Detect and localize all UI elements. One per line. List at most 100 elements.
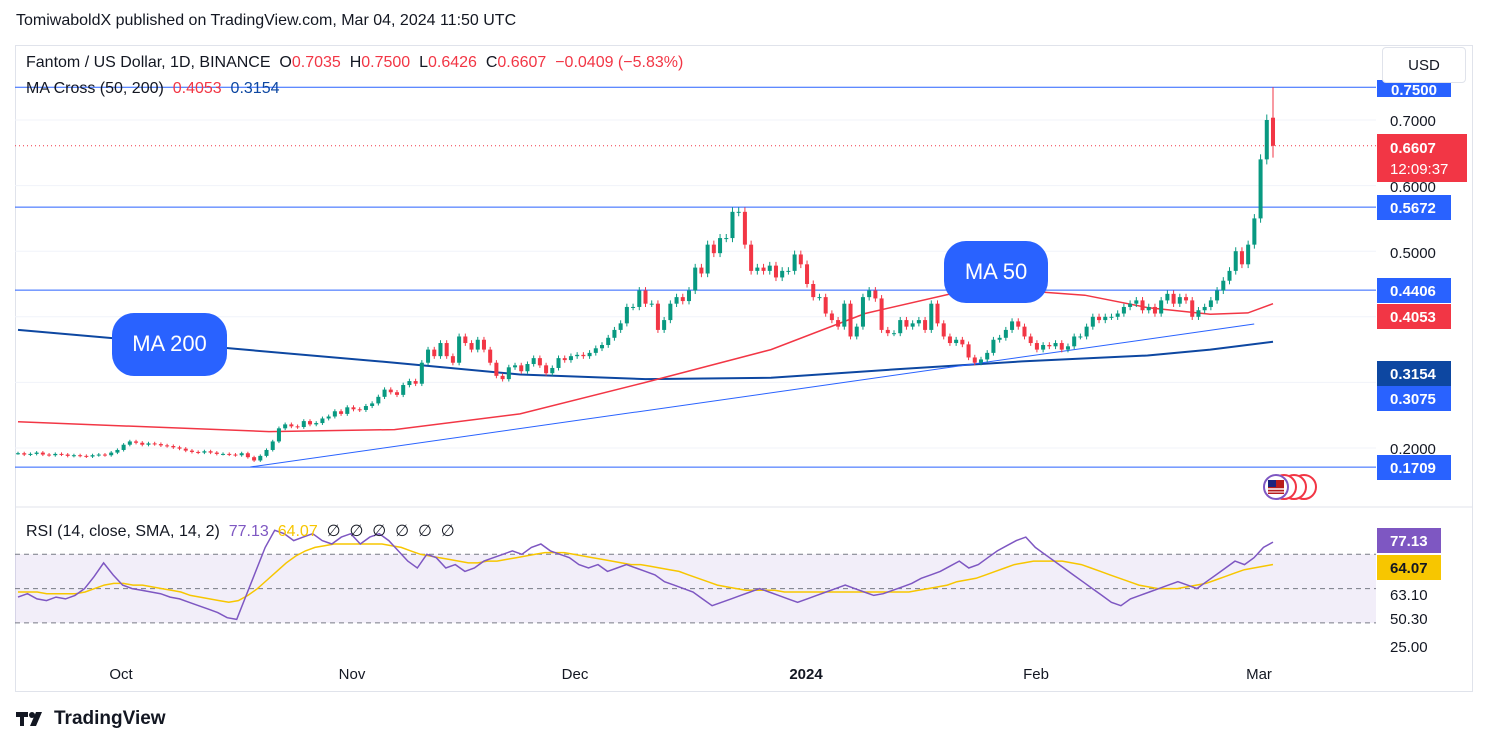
candle bbox=[165, 443, 170, 448]
ma200-callout[interactable]: MA 200 bbox=[112, 313, 227, 376]
candle bbox=[643, 287, 648, 307]
candle bbox=[1109, 313, 1114, 320]
candle bbox=[1128, 300, 1133, 311]
empty-value-4: ∅ bbox=[395, 523, 410, 540]
candle bbox=[811, 280, 816, 301]
candle bbox=[177, 445, 182, 451]
candle bbox=[1034, 340, 1039, 353]
svg-text:64.07: 64.07 bbox=[1390, 560, 1428, 577]
candle bbox=[655, 300, 660, 333]
candle bbox=[34, 451, 39, 456]
candle bbox=[382, 387, 387, 400]
candle bbox=[867, 287, 872, 301]
candle bbox=[1264, 114, 1269, 165]
candle bbox=[506, 364, 511, 382]
candle bbox=[239, 451, 244, 457]
candle bbox=[960, 336, 965, 348]
candle bbox=[457, 333, 462, 366]
svg-text:0.5672: 0.5672 bbox=[1390, 200, 1436, 217]
svg-text:0.3075: 0.3075 bbox=[1390, 391, 1436, 408]
candle bbox=[1146, 303, 1151, 314]
candle bbox=[1184, 293, 1189, 304]
candle bbox=[363, 403, 368, 412]
economic-events-icon[interactable] bbox=[1263, 474, 1317, 500]
candle bbox=[724, 233, 729, 243]
footer-brand[interactable]: TradingView bbox=[16, 708, 166, 730]
candle bbox=[755, 263, 760, 275]
candle bbox=[904, 316, 909, 330]
candle bbox=[674, 293, 679, 307]
badge-ma50: 0.4053 bbox=[1377, 304, 1451, 329]
candle bbox=[836, 316, 841, 330]
candle bbox=[805, 260, 810, 288]
candle bbox=[1059, 340, 1064, 353]
tradingview-logo-icon bbox=[16, 712, 42, 726]
candle bbox=[860, 293, 865, 330]
candle bbox=[450, 353, 455, 366]
candle bbox=[1215, 287, 1220, 304]
high-label: H bbox=[349, 54, 362, 71]
svg-text:0.4406: 0.4406 bbox=[1390, 283, 1436, 300]
currency-button[interactable]: USD bbox=[1382, 47, 1466, 83]
candle bbox=[276, 426, 281, 444]
candle bbox=[53, 452, 58, 457]
candle bbox=[481, 336, 486, 353]
rsi-legend-value: 77.13 bbox=[228, 523, 269, 540]
candle bbox=[1072, 333, 1077, 350]
candle bbox=[1221, 277, 1226, 295]
candle bbox=[1152, 303, 1157, 317]
svg-text:0.3154: 0.3154 bbox=[1390, 366, 1437, 383]
rsi-tick-63-10: 63.10 bbox=[1390, 587, 1428, 604]
candle bbox=[749, 240, 754, 275]
candle bbox=[314, 421, 319, 427]
candle bbox=[1239, 247, 1244, 269]
candle bbox=[1047, 342, 1052, 350]
candle bbox=[1270, 87, 1276, 158]
candle bbox=[910, 320, 915, 330]
symbol-legend[interactable]: Fantom / US Dollar, 1D, BINANCE O0.7035 … bbox=[26, 54, 683, 72]
candle bbox=[221, 452, 226, 456]
candle bbox=[419, 360, 424, 387]
candle bbox=[444, 340, 449, 359]
candle bbox=[140, 441, 145, 447]
candle bbox=[972, 354, 977, 366]
candle bbox=[997, 334, 1002, 343]
rsi-legend[interactable]: RSI (14, close, SMA, 14, 2) 77.13 64.07 … bbox=[26, 521, 455, 541]
rsi-sma-line bbox=[18, 543, 1274, 604]
badge-ma200: 0.3154 bbox=[1377, 361, 1451, 386]
candle bbox=[96, 453, 101, 457]
empty-value-1: ∅ bbox=[326, 523, 341, 540]
candle bbox=[500, 373, 505, 382]
candle bbox=[1252, 214, 1257, 249]
candle bbox=[469, 340, 474, 353]
candle bbox=[22, 451, 27, 457]
candle bbox=[618, 320, 623, 333]
candle bbox=[1165, 290, 1170, 304]
candle bbox=[65, 453, 70, 458]
ma-cross-legend[interactable]: MA Cross (50, 200) 0.4053 0.3154 bbox=[26, 80, 279, 98]
rsi-line bbox=[17, 529, 1274, 621]
price-tick-0-2000: 0.2000 bbox=[1390, 441, 1436, 458]
low-value: 0.6426 bbox=[427, 54, 477, 71]
candle bbox=[78, 453, 83, 458]
trend-line[interactable] bbox=[250, 323, 1255, 468]
candle bbox=[829, 310, 834, 324]
candle bbox=[612, 326, 617, 341]
candle bbox=[985, 350, 990, 363]
ma-fast-value: 0.4053 bbox=[172, 80, 222, 97]
candle bbox=[786, 267, 791, 275]
candle bbox=[1028, 333, 1033, 346]
badge-level-0-1709: 0.1709 bbox=[1377, 455, 1451, 480]
candle bbox=[525, 361, 530, 374]
time-label-mar: Mar bbox=[1246, 666, 1272, 683]
candle bbox=[28, 452, 33, 457]
candle bbox=[339, 409, 344, 416]
candle bbox=[183, 447, 188, 453]
candle bbox=[1103, 313, 1108, 324]
candle bbox=[842, 300, 847, 330]
ma50-callout[interactable]: MA 50 bbox=[944, 241, 1048, 303]
badge-level-0-4406: 0.4406 bbox=[1377, 278, 1451, 303]
price-tick-0-7000: 0.7000 bbox=[1390, 113, 1436, 130]
candle bbox=[475, 336, 480, 353]
